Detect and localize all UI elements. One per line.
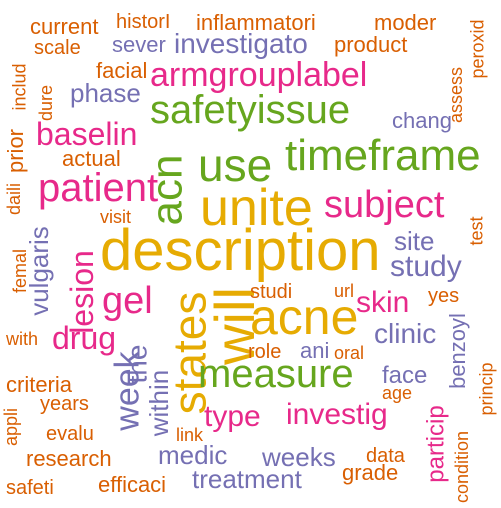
word-princip: princip [476,362,497,416]
word-age: age [382,383,413,403]
word-acne: acne [250,289,359,345]
word-patient: patient [38,166,159,210]
word-yes: yes [428,285,460,307]
word-appli: appli [1,407,22,447]
word-actual: actual [62,146,121,171]
word-study: study [390,250,462,283]
word-site: site [394,226,435,256]
word-particip: particip [422,405,450,483]
word-oral: oral [334,343,365,363]
word-type: type [204,400,261,433]
word-scale: scale [34,37,81,59]
word-clinic: clinic [374,318,437,349]
word-role: role [248,341,282,363]
word-description: description [100,218,381,283]
word-unite: unite [200,179,313,237]
word-criteria: criteria [6,372,73,397]
word-phase: phase [70,78,141,108]
word-current: current [30,14,99,39]
word-medic: medic [158,440,228,470]
word-subject: subject [324,184,445,226]
word-face: face [382,362,428,389]
word-peroxid: peroxid [467,19,488,79]
word-histori: historI [116,11,171,33]
word-investig: investig [286,398,388,431]
word-assess: assess [446,66,467,124]
word-grade: grade [342,460,399,485]
word-drug: drug [52,320,117,356]
word-armgrouplabel: armgrouplabel [150,56,368,94]
word-product: product [334,32,408,57]
word-chang: chang [392,108,452,133]
word-the: the [121,344,153,384]
word-benzoyl: benzoyl [444,313,470,389]
word-with: with [6,329,39,349]
word-gel: gel [102,280,153,322]
word-treatment: treatment [192,464,302,494]
word-moder: moder [374,10,437,35]
word-sever: sever [112,32,166,57]
word-efficaci: efficaci [98,472,167,497]
word-femal: femal [10,248,31,294]
word-measure: measure [198,352,354,396]
word-studi: studi [250,281,293,303]
word-daili: daili [4,182,25,216]
word-timeframe: timeframe [285,131,481,180]
word-data: data [366,445,405,467]
word-visit: visit [100,207,131,227]
word-weeks: weeks [262,442,336,472]
word-skin: skin [356,286,410,319]
word-safetyissue: safetyissue [150,88,351,132]
word-evalu: evalu [46,423,94,445]
word-dure: dure [36,84,57,122]
word-years: years [40,393,89,415]
word-test: test [466,216,487,246]
word-ani: ani [300,338,330,363]
word-safeti: safeti [6,477,54,499]
word-url: url [334,281,355,301]
word-baselin: baselin [36,116,138,152]
word-includ: includ [9,63,30,111]
word-investigato: investigato [174,28,308,59]
word-condition: condition [452,430,473,504]
word-inflammatori: inflammatori [196,10,316,35]
word-use: use [198,139,273,191]
word-link: link [176,425,204,445]
word-prior: prior [3,128,29,174]
word-facial: facial [96,58,148,83]
word-research: research [26,446,112,471]
